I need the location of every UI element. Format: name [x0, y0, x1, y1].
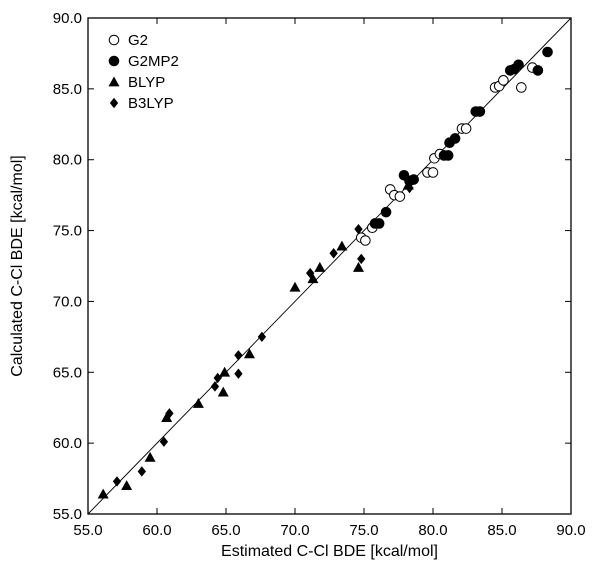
point-g2mp2: [449, 133, 461, 144]
point-blyp: [217, 386, 229, 397]
point-b3lyp: [159, 436, 169, 447]
data-points: [97, 46, 553, 499]
point-b3lyp: [112, 476, 122, 487]
legend-marker-b3lyp: [109, 97, 119, 109]
point-b3lyp: [210, 381, 220, 392]
y-tick-label: 60.0: [53, 435, 82, 452]
x-tick-label: 90.0: [556, 522, 585, 539]
point-g2mp2: [373, 218, 385, 229]
point-g2mp2: [542, 46, 553, 58]
point-b3lyp: [234, 368, 243, 379]
x-tick-label: 70.0: [280, 522, 309, 539]
point-g2mp2: [408, 174, 419, 185]
point-b3lyp: [257, 331, 267, 343]
point-blyp: [289, 281, 301, 292]
legend-marker-g2mp2: [108, 55, 120, 67]
point-b3lyp: [213, 372, 222, 384]
point-g2mp2: [474, 106, 486, 117]
legend-label-g2: G2: [128, 32, 148, 49]
point-g2mp2: [380, 206, 392, 218]
y-tick-label: 65.0: [53, 364, 82, 381]
x-tick-label: 75.0: [349, 522, 378, 539]
point-g2: [360, 235, 371, 246]
legend-label-blyp: BLYP: [128, 74, 165, 91]
y-tick-label: 75.0: [53, 223, 82, 240]
point-b3lyp: [357, 253, 366, 265]
point-blyp: [192, 397, 204, 408]
y-tick-label: 90.0: [53, 10, 82, 27]
point-g2: [498, 75, 509, 86]
x-tick-label: 65.0: [211, 522, 240, 539]
point-b3lyp: [306, 267, 315, 279]
y-axis-label: Calculated C-Cl BDE [kcal/mol]: [9, 155, 26, 376]
axis-ticks: 55.0 60.0 65.0 70.0 75.0 80.0 85.0 90.0 55.0 60.0…: [53, 10, 586, 539]
point-blyp: [243, 348, 255, 359]
point-g2mp2: [513, 59, 524, 71]
point-g2mp2: [442, 150, 454, 161]
point-g2: [460, 123, 472, 134]
y-tick-label: 85.0: [53, 81, 82, 98]
x-tick-label: 55.0: [73, 522, 102, 539]
legend-label-g2mp2: G2MP2: [128, 53, 179, 70]
y-tick-label: 55.0: [53, 506, 82, 523]
point-blyp: [307, 273, 319, 284]
point-g2mp2: [532, 65, 544, 76]
x-tick-label: 85.0: [487, 522, 516, 539]
x-tick-label: 60.0: [142, 522, 171, 539]
point-b3lyp: [354, 223, 363, 235]
x-axis-label: Estimated C-Cl BDE [kcal/mol]: [221, 543, 438, 560]
x-tick-label: 80.0: [418, 522, 447, 539]
point-b3lyp: [329, 248, 338, 259]
point-blyp: [314, 261, 326, 272]
point-blyp: [121, 480, 133, 491]
legend-marker-g2: [108, 34, 120, 46]
y-tick-label: 70.0: [53, 293, 82, 310]
point-g2: [516, 82, 527, 93]
point-blyp: [144, 451, 156, 462]
legend-label-b3lyp: B3LYP: [128, 95, 174, 112]
point-blyp: [97, 488, 109, 499]
point-b3lyp: [234, 350, 243, 361]
point-b3lyp: [165, 408, 174, 419]
y-tick-label: 80.0: [53, 152, 82, 169]
legend: G2 G2MP2 BLYP B3LYP: [108, 32, 179, 112]
point-blyp: [336, 240, 348, 251]
point-blyp: [219, 366, 231, 377]
plot-frame: [87, 17, 572, 515]
point-b3lyp: [405, 182, 414, 194]
point-g2: [427, 167, 439, 178]
point-g2: [394, 191, 406, 202]
point-b3lyp: [137, 466, 146, 477]
legend-marker-blyp: [108, 76, 120, 87]
reference-line-y-equals-x: [87, 17, 572, 515]
point-blyp: [352, 261, 364, 272]
point-blyp: [161, 412, 173, 423]
